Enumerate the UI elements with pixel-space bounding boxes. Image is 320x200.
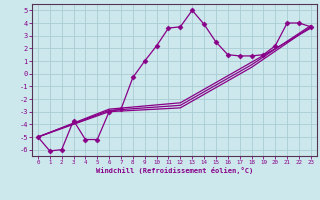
X-axis label: Windchill (Refroidissement éolien,°C): Windchill (Refroidissement éolien,°C) (96, 167, 253, 174)
